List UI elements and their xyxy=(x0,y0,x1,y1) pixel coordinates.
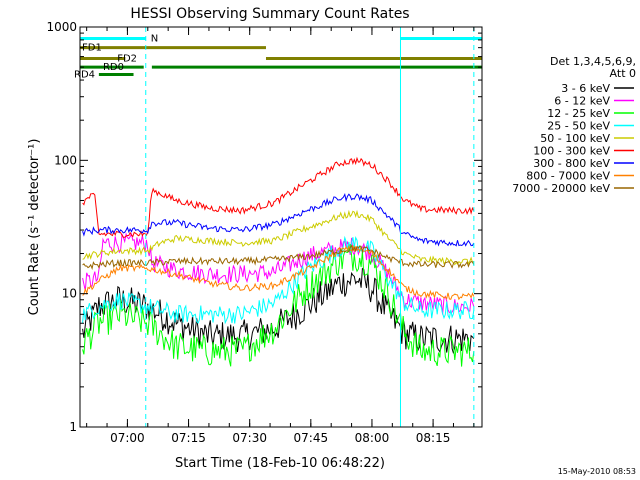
state-bar-label-fd1: FD1 xyxy=(82,43,102,54)
legend-header-line: Att 0 xyxy=(610,67,636,80)
legend-label-25-50-kev: 25 - 50 keV xyxy=(547,120,610,133)
y-tick-label: 100 xyxy=(54,153,77,167)
series-line-300-800-kev xyxy=(82,193,475,247)
series-line-3-6-kev xyxy=(82,267,475,354)
series-line-50-100-kev xyxy=(82,209,475,266)
legend-label-100-300-kev: 100 - 300 keV xyxy=(533,145,610,158)
chart-title: HESSI Observing Summary Count Rates xyxy=(130,6,409,22)
render-timestamp: 15-May-2010 08:53 xyxy=(558,467,636,476)
legend-label-12-25-kev: 12 - 25 keV xyxy=(547,107,610,120)
state-bar-label-fd2: FD2 xyxy=(117,54,137,65)
legend-label-6-12-kev: 6 - 12 keV xyxy=(554,95,610,108)
legend-header-line: Det 1,3,4,5,6,9, xyxy=(550,55,636,68)
y-tick-label: 1000 xyxy=(46,20,77,34)
x-tick-label: 07:00 xyxy=(110,431,145,445)
x-tick-label: 07:30 xyxy=(232,431,267,445)
series-line-25-50-kev xyxy=(82,235,475,325)
series-layer xyxy=(82,156,475,367)
legend-label-7000-20000-kev: 7000 - 20000 keV xyxy=(512,182,610,195)
x-tick-label: 07:45 xyxy=(294,431,329,445)
legend-label-300-800-kev: 300 - 800 keV xyxy=(533,157,610,170)
y-tick-label: 1 xyxy=(69,420,77,434)
x-tick-label: 07:15 xyxy=(171,431,206,445)
series-line-7000-20000-kev xyxy=(82,244,475,271)
x-tick-label: 08:00 xyxy=(355,431,390,445)
legend-label-50-100-kev: 50 - 100 keV xyxy=(540,132,610,145)
state-bar-label-rd0: RD0 xyxy=(103,62,124,73)
x-axis-label: Start Time (18-Feb-10 06:48:22) xyxy=(175,456,385,471)
state-bar-label-n: N xyxy=(151,33,158,44)
y-axis-label: Count Rate (s⁻¹ detector⁻¹) xyxy=(27,139,42,316)
series-line-12-25-kev xyxy=(82,244,475,367)
y-tick-label: 10 xyxy=(62,287,77,301)
legend-label-800-7000-kev: 800 - 7000 keV xyxy=(526,170,610,183)
axes-layer: 07:00 07:15 07:30 07:45 08:00 08:15 1 10 100 1000 xyxy=(46,20,482,445)
state-bar-label-rd4: RD4 xyxy=(74,70,95,81)
plot-frame xyxy=(79,26,483,428)
x-tick-label: 08:15 xyxy=(416,431,451,445)
legend-label-3-6-kev: 3 - 6 keV xyxy=(561,82,610,95)
series-line-800-7000-kev xyxy=(82,244,475,301)
